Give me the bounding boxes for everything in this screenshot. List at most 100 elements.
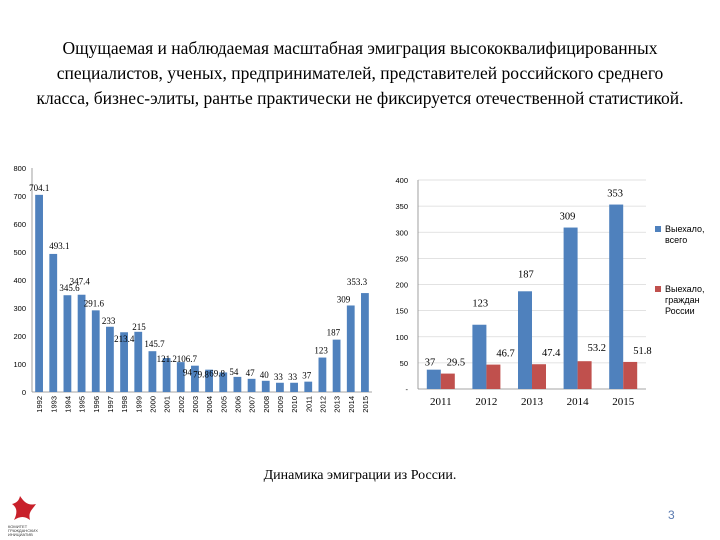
bar-2006 <box>233 376 242 392</box>
y-tick-label: 100 <box>395 333 408 342</box>
data-label-1999: 215 <box>132 322 146 332</box>
bar-2012 <box>318 357 327 392</box>
x-tick-2011: 2011 <box>430 396 452 408</box>
x-tick-2013: 2013 <box>333 396 342 413</box>
bar-2005 <box>219 372 228 392</box>
committee-logo: КОМИТЕТ ГРАЖДАНСКИХ ИНИЦИАТИВ <box>8 496 38 537</box>
data-label-1992: 704.1 <box>29 183 49 193</box>
bar-2015 <box>361 293 369 392</box>
bar-1992 <box>35 194 43 392</box>
x-tick-1993: 1993 <box>49 396 58 413</box>
x-tick-2011: 2011 <box>304 396 313 412</box>
y-tick-label: 400 <box>395 176 408 185</box>
data-label-1995: 347.4 <box>70 277 91 287</box>
data-label-2010: 33 <box>288 372 298 382</box>
data-label-2011-series-2: 29.5 <box>447 358 465 369</box>
data-label-2004: 79.8 <box>193 370 209 380</box>
x-tick-1996: 1996 <box>92 396 101 413</box>
data-label-2012: 123 <box>314 346 328 356</box>
bar-1997 <box>106 326 114 392</box>
x-tick-2005: 2005 <box>219 396 228 413</box>
page-title: Ощущаемая и наблюдаемая масштабная эмигр… <box>36 38 684 108</box>
bar-2003 <box>191 365 199 392</box>
bar-2011-series-2 <box>440 373 455 389</box>
data-label-2008: 40 <box>260 370 270 380</box>
bar-2001 <box>162 358 171 392</box>
x-tick-1992: 1992 <box>35 396 44 413</box>
page-number: 3 <box>668 508 675 522</box>
logo-line-1: КОМИТЕТ <box>8 524 28 529</box>
bar-2007 <box>247 378 256 392</box>
data-label-1993: 493.1 <box>49 241 69 251</box>
bar-2015-series-1 <box>609 204 624 389</box>
data-label-2009: 33 <box>274 372 284 382</box>
data-label-2007: 47 <box>246 368 256 378</box>
data-label-2000: 145.7 <box>144 339 165 349</box>
y-tick-label: 150 <box>395 307 408 316</box>
bar-1995 <box>77 294 86 392</box>
y-tick-label: 300 <box>13 304 26 313</box>
y-tick-label: 200 <box>13 332 26 341</box>
bar-1994 <box>63 295 72 392</box>
bar-2010 <box>290 382 298 392</box>
data-label-2011: 37 <box>302 371 312 381</box>
x-tick-2006: 2006 <box>233 396 242 413</box>
data-label-2013: 187 <box>327 328 341 338</box>
bar-2013 <box>332 339 341 392</box>
legend-label-2: Выехало, граждан России <box>665 284 705 316</box>
bar-2011-series-1 <box>426 369 441 389</box>
y-tick-label: 700 <box>13 192 26 201</box>
data-label-2014-series-1: 309 <box>560 212 576 223</box>
y-tick-label: 400 <box>13 276 26 285</box>
x-tick-1997: 1997 <box>106 396 115 413</box>
y-tick-label: 600 <box>13 220 26 229</box>
bar-2000 <box>148 351 157 392</box>
x-tick-2015: 2015 <box>361 396 370 413</box>
y-tick-label: 200 <box>395 281 408 290</box>
x-tick-2010: 2010 <box>290 396 299 413</box>
logo-line-2: ГРАЖДАНСКИХ <box>8 528 38 533</box>
data-label-1997: 233 <box>102 316 116 326</box>
data-label-2015-series-1: 353 <box>607 189 623 200</box>
bar-2014-series-2 <box>577 361 592 389</box>
bar-2009 <box>276 382 284 392</box>
x-tick-2014: 2014 <box>567 396 590 408</box>
y-tick-label: 350 <box>395 202 408 211</box>
y-tick-label: - <box>406 385 409 394</box>
y-tick-label: 800 <box>13 164 26 173</box>
x-tick-2013: 2013 <box>521 396 544 408</box>
x-tick-2009: 2009 <box>276 396 285 413</box>
data-label-2013-series-2: 47.4 <box>542 348 561 359</box>
bar-2008 <box>261 380 270 392</box>
data-label-2012-series-2: 46.7 <box>496 349 514 360</box>
legend-label-1: Выехало, всего <box>665 224 705 245</box>
x-tick-2014: 2014 <box>347 396 356 413</box>
bar-2002 <box>176 362 185 392</box>
x-tick-2015: 2015 <box>612 396 635 408</box>
x-tick-2007: 2007 <box>248 396 257 413</box>
bar-2014-series-1 <box>563 227 578 389</box>
data-label-2012-series-1: 123 <box>472 299 488 310</box>
data-label-2015: 353.3 <box>347 277 368 287</box>
bar-1996 <box>91 310 100 392</box>
data-label-2011-series-1: 37 <box>425 358 436 369</box>
data-label-2005: 69.8 <box>209 368 225 378</box>
bar-2011 <box>304 381 313 392</box>
x-tick-2012: 2012 <box>318 396 327 413</box>
data-label-2002: 106.7 <box>177 354 198 364</box>
x-tick-2004: 2004 <box>205 396 214 413</box>
y-tick-label: 250 <box>395 254 408 263</box>
y-tick-label: 500 <box>13 248 26 257</box>
y-tick-label: 100 <box>13 360 26 369</box>
x-tick-2012: 2012 <box>475 396 497 408</box>
x-tick-1998: 1998 <box>120 396 129 413</box>
bar-1999 <box>134 331 143 392</box>
data-label-2001: 121.2 <box>157 354 177 364</box>
x-tick-2008: 2008 <box>262 396 271 413</box>
data-label-2003: 94 <box>183 368 193 378</box>
x-tick-1999: 1999 <box>134 396 143 413</box>
y-tick-label: 0 <box>22 388 26 397</box>
data-label-2006: 54 <box>229 367 239 377</box>
data-label-1994: 345.6 <box>59 283 80 293</box>
